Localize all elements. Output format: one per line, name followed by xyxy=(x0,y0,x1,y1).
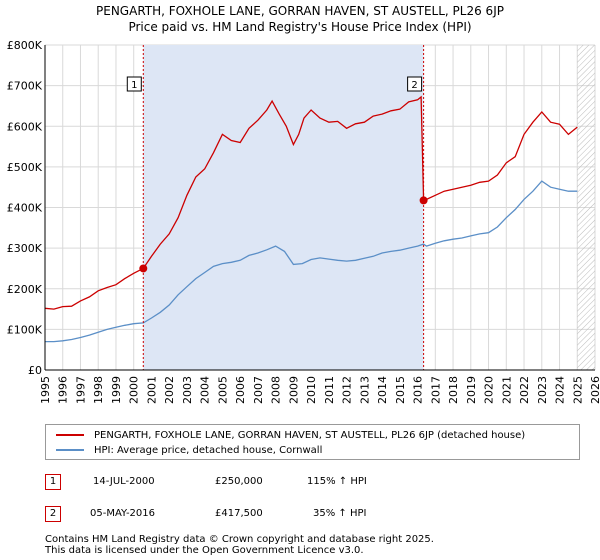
sale-price: £417,500 xyxy=(215,508,263,519)
sale-number-badge: 2 xyxy=(45,506,61,522)
x-tick-label: 1997 xyxy=(74,376,87,404)
legend-label-hpi: HPI: Average price, detached house, Corn… xyxy=(94,445,323,456)
x-tick-label: 2016 xyxy=(412,376,425,404)
forecast-hatch xyxy=(577,45,595,370)
x-tick-label: 1996 xyxy=(57,376,70,404)
x-tick-label: 2014 xyxy=(376,376,389,404)
y-tick-label: £300K xyxy=(7,242,43,255)
x-tick-label: 2020 xyxy=(483,376,496,404)
sale-row: 1 14-JUL-2000 £250,000 115% ↑ HPI xyxy=(45,474,580,492)
x-tick-label: 2025 xyxy=(571,376,584,404)
sale-label-box xyxy=(407,76,423,92)
x-tick-label: 2024 xyxy=(554,376,567,404)
x-tick-label: 2019 xyxy=(465,376,478,404)
x-tick-label: 2026 xyxy=(589,376,600,404)
x-tick-label: 2023 xyxy=(536,376,549,404)
x-tick-label: 2004 xyxy=(199,376,212,404)
hpi-line xyxy=(45,180,578,343)
x-tick-label: 1999 xyxy=(110,376,123,404)
y-tick-label: £100K xyxy=(7,323,43,336)
sale-point xyxy=(419,196,428,205)
chart-title-line-2: Price paid vs. HM Land Registry's House … xyxy=(128,20,472,34)
x-tick-label: 2008 xyxy=(270,376,283,404)
x-tick-label: 2011 xyxy=(323,376,336,404)
sale-label-text: 2 xyxy=(411,80,417,91)
sale-date: 05-MAY-2016 xyxy=(90,508,156,519)
footer-licence: This data is licensed under the Open Gov… xyxy=(45,545,364,556)
sale-date: 14-JUL-2000 xyxy=(93,476,155,487)
x-tick-label: 2022 xyxy=(518,376,531,404)
x-tick-label: 2012 xyxy=(341,376,354,404)
chart: 1 2 £0 £100K £200K £300K £400K £500K £600K £700K… xyxy=(7,39,600,404)
ownership-shade xyxy=(143,45,424,370)
sale-hpi-change: 115% ↑ HPI xyxy=(307,476,367,487)
legend-swatch-price xyxy=(56,434,84,436)
sale-price: £250,000 xyxy=(215,476,263,487)
x-tick-label: 2013 xyxy=(358,376,371,404)
legend-item-price: PENGARTH, FOXHOLE LANE, GORRAN HAVEN, ST… xyxy=(56,430,525,442)
y-tick-label: £700K xyxy=(7,80,43,93)
y-tick-label: £500K xyxy=(7,161,43,174)
legend-swatch-hpi xyxy=(56,449,84,451)
sale-label-text: 1 xyxy=(131,80,137,91)
x-tick-label: 1995 xyxy=(39,376,52,404)
x-tick-label: 2017 xyxy=(429,376,442,404)
x-tick-label: 2009 xyxy=(287,376,300,404)
x-tick-label: 2005 xyxy=(216,376,229,404)
y-tick-label: £0 xyxy=(28,364,42,377)
legend-label-price: PENGARTH, FOXHOLE LANE, GORRAN HAVEN, ST… xyxy=(94,430,526,441)
footer-copyright: Contains HM Land Registry data © Crown c… xyxy=(45,534,434,545)
x-tick-label: 1998 xyxy=(92,376,105,404)
x-tick-label: 2002 xyxy=(163,376,176,404)
y-tick-label: £600K xyxy=(7,120,43,133)
sale-number-badge: 1 xyxy=(45,474,61,490)
x-tick-label: 2001 xyxy=(145,376,158,404)
x-tick-label: 2018 xyxy=(447,376,460,404)
sale-point xyxy=(139,264,148,273)
sale-row: 2 05-MAY-2016 £417,500 35% ↑ HPI xyxy=(45,506,580,524)
sale-hpi-change: 35% ↑ HPI xyxy=(313,508,367,519)
legend: PENGARTH, FOXHOLE LANE, GORRAN HAVEN, ST… xyxy=(45,424,580,460)
x-tick-label: 2010 xyxy=(305,376,318,404)
x-tick-label: 2000 xyxy=(128,376,141,404)
legend-item-hpi: HPI: Average price, detached house, Corn… xyxy=(56,445,322,457)
y-tick-label: £800K xyxy=(7,39,43,52)
x-tick-label: 2015 xyxy=(394,376,407,404)
sale-label-box xyxy=(126,76,142,92)
x-tick-label: 2003 xyxy=(181,376,194,404)
x-tick-label: 2021 xyxy=(500,376,513,404)
chart-title-line-1: PENGARTH, FOXHOLE LANE, GORRAN HAVEN, ST… xyxy=(96,4,504,18)
y-tick-label: £400K xyxy=(7,202,43,215)
y-tick-label: £200K xyxy=(7,283,43,296)
x-tick-label: 2007 xyxy=(252,376,265,404)
x-tick-label: 2006 xyxy=(234,376,247,404)
